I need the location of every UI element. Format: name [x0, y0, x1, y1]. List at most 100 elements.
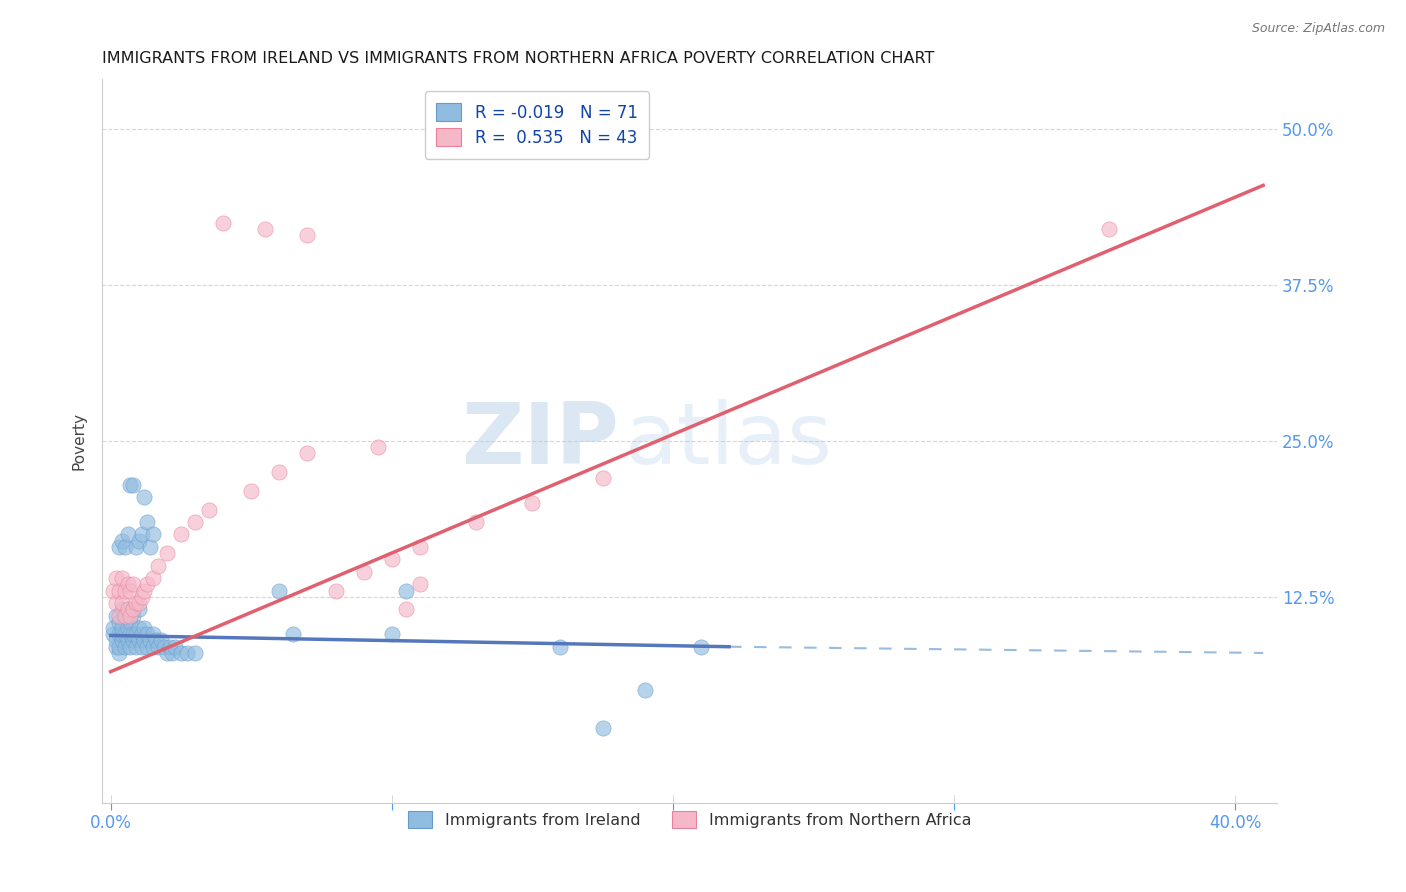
Point — [111, 621, 134, 635]
Point — [148, 558, 170, 573]
Point — [139, 633, 162, 648]
Point — [114, 608, 136, 623]
Point — [111, 633, 134, 648]
Point — [117, 633, 139, 648]
Point — [550, 640, 572, 654]
Point — [120, 608, 142, 623]
Y-axis label: Poverty: Poverty — [72, 412, 86, 470]
Point — [125, 640, 148, 654]
Point — [153, 640, 176, 654]
Point — [409, 577, 432, 591]
Point — [353, 565, 375, 579]
Point — [120, 640, 142, 654]
Point — [120, 583, 142, 598]
Point — [170, 646, 193, 660]
Point — [1097, 222, 1119, 236]
Point — [103, 583, 125, 598]
Point — [184, 646, 207, 660]
Point — [136, 627, 159, 641]
Point — [108, 540, 131, 554]
Point — [108, 608, 131, 623]
Point — [122, 633, 145, 648]
Point — [117, 527, 139, 541]
Point — [120, 627, 142, 641]
Point — [269, 465, 291, 479]
Point — [136, 515, 159, 529]
Point — [125, 596, 148, 610]
Point — [395, 583, 418, 598]
Point — [105, 571, 128, 585]
Point — [111, 602, 134, 616]
Point — [159, 640, 181, 654]
Point — [105, 596, 128, 610]
Point — [634, 683, 657, 698]
Point — [105, 640, 128, 654]
Point — [592, 721, 614, 735]
Point — [108, 640, 131, 654]
Point — [120, 477, 142, 491]
Point — [111, 571, 134, 585]
Point — [254, 222, 277, 236]
Point — [367, 440, 389, 454]
Point — [108, 615, 131, 629]
Point — [131, 640, 153, 654]
Point — [103, 621, 125, 635]
Point — [176, 646, 198, 660]
Point — [156, 646, 179, 660]
Point — [128, 602, 150, 616]
Point — [381, 552, 404, 566]
Point — [122, 577, 145, 591]
Point — [395, 602, 418, 616]
Legend: Immigrants from Ireland, Immigrants from Northern Africa: Immigrants from Ireland, Immigrants from… — [402, 805, 979, 834]
Point — [409, 540, 432, 554]
Point — [108, 627, 131, 641]
Point — [111, 627, 134, 641]
Point — [128, 621, 150, 635]
Point — [105, 633, 128, 648]
Point — [297, 446, 319, 460]
Point — [131, 590, 153, 604]
Point — [117, 602, 139, 616]
Point — [240, 483, 263, 498]
Point — [114, 608, 136, 623]
Point — [150, 633, 173, 648]
Point — [108, 583, 131, 598]
Point — [111, 533, 134, 548]
Point — [131, 527, 153, 541]
Point — [125, 540, 148, 554]
Point — [142, 527, 165, 541]
Point — [142, 627, 165, 641]
Point — [114, 627, 136, 641]
Point — [170, 527, 193, 541]
Point — [103, 627, 125, 641]
Point — [122, 602, 145, 616]
Point — [381, 627, 404, 641]
Point — [136, 577, 159, 591]
Point — [122, 627, 145, 641]
Point — [120, 615, 142, 629]
Point — [136, 640, 159, 654]
Point — [131, 627, 153, 641]
Point — [148, 640, 170, 654]
Point — [156, 546, 179, 560]
Point — [108, 646, 131, 660]
Point — [198, 502, 221, 516]
Point — [114, 583, 136, 598]
Point — [184, 515, 207, 529]
Point — [134, 633, 156, 648]
Text: atlas: atlas — [626, 400, 834, 483]
Text: ZIP: ZIP — [461, 400, 619, 483]
Point — [325, 583, 347, 598]
Point — [690, 640, 713, 654]
Point — [114, 640, 136, 654]
Point — [142, 640, 165, 654]
Point — [122, 477, 145, 491]
Point — [134, 490, 156, 504]
Point — [145, 633, 167, 648]
Point — [269, 583, 291, 598]
Point — [162, 646, 184, 660]
Point — [125, 627, 148, 641]
Point — [522, 496, 544, 510]
Point — [592, 471, 614, 485]
Point — [212, 216, 235, 230]
